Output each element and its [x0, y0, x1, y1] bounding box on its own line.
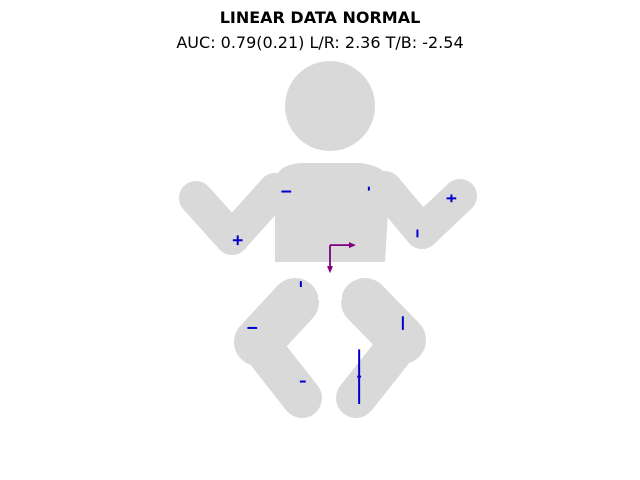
data-point-hand-right — [446, 194, 457, 203]
baby-silhouette — [179, 61, 477, 418]
silhouette-torso — [275, 163, 390, 262]
data-markers — [232, 186, 457, 404]
lr-vector-arrowhead — [348, 242, 356, 249]
center-vectors — [327, 242, 356, 274]
silhouette-leg-gap — [318, 262, 342, 300]
silhouette-left-shin — [238, 322, 322, 418]
silhouette-head — [285, 61, 375, 151]
chart-subtitle: AUC: 0.79(0.21) L/R: 2.36 T/B: -2.54 — [176, 33, 464, 52]
tb-vector-arrowhead — [327, 266, 333, 274]
data-point-foot-right — [357, 349, 362, 404]
silhouette-right-forearm — [405, 179, 477, 249]
data-point-elbow-left — [232, 235, 243, 246]
chart-title: LINEAR DATA NORMAL — [219, 8, 421, 27]
silhouette-right-shin — [336, 320, 422, 418]
silhouette-left-forearm — [179, 181, 249, 255]
